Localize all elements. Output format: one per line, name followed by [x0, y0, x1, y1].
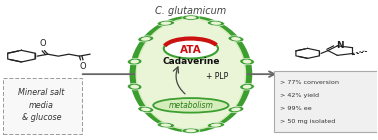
Text: C. glutamicum: C. glutamicum — [155, 6, 226, 16]
FancyBboxPatch shape — [3, 78, 82, 134]
Ellipse shape — [207, 20, 225, 26]
Text: ATA: ATA — [180, 45, 202, 55]
Text: > 50 mg isolated: > 50 mg isolated — [280, 119, 336, 124]
Ellipse shape — [240, 83, 254, 90]
Ellipse shape — [186, 16, 196, 19]
Text: > 42% yield: > 42% yield — [280, 93, 319, 98]
Ellipse shape — [153, 98, 229, 113]
Text: metabolism: metabolism — [169, 101, 213, 110]
Circle shape — [164, 38, 218, 59]
Ellipse shape — [240, 58, 254, 65]
Ellipse shape — [157, 122, 175, 128]
Ellipse shape — [157, 20, 175, 26]
FancyBboxPatch shape — [274, 71, 378, 132]
Ellipse shape — [138, 36, 154, 42]
Ellipse shape — [231, 37, 241, 41]
Ellipse shape — [141, 108, 150, 111]
Text: N: N — [336, 41, 344, 50]
Ellipse shape — [243, 85, 251, 89]
Ellipse shape — [228, 36, 244, 42]
Ellipse shape — [231, 108, 241, 111]
Ellipse shape — [127, 83, 142, 90]
Text: O: O — [79, 62, 86, 71]
Ellipse shape — [138, 106, 154, 113]
Text: Mineral salt
media
& glucose: Mineral salt media & glucose — [18, 88, 65, 122]
Ellipse shape — [243, 60, 251, 64]
Text: Cadaverine: Cadaverine — [162, 57, 220, 66]
Text: > 77% conversion: > 77% conversion — [280, 80, 339, 85]
Text: O: O — [39, 39, 46, 48]
Text: + PLP: + PLP — [206, 72, 228, 81]
Ellipse shape — [130, 85, 139, 89]
Ellipse shape — [130, 60, 139, 64]
Ellipse shape — [182, 128, 200, 133]
Ellipse shape — [161, 123, 171, 127]
Ellipse shape — [228, 106, 244, 113]
Ellipse shape — [136, 19, 245, 130]
Ellipse shape — [161, 22, 171, 25]
Ellipse shape — [141, 37, 150, 41]
Ellipse shape — [130, 16, 252, 133]
Ellipse shape — [211, 123, 221, 127]
Text: > 99% ee: > 99% ee — [280, 106, 312, 111]
Ellipse shape — [207, 122, 225, 128]
Ellipse shape — [186, 129, 196, 132]
Ellipse shape — [182, 15, 200, 20]
Ellipse shape — [211, 22, 221, 25]
Ellipse shape — [127, 58, 142, 65]
